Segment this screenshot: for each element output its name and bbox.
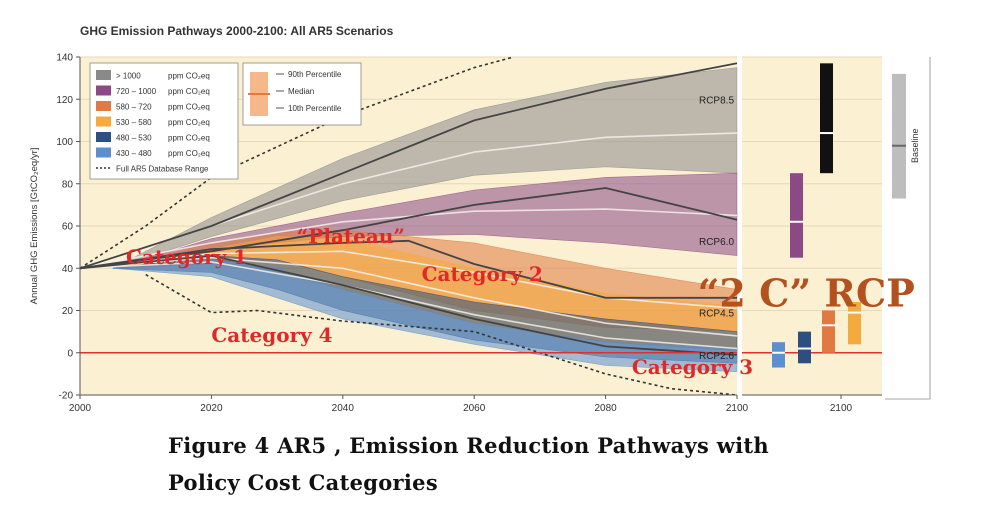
legend-range-4: 480 – 530 (116, 134, 152, 143)
rcp-line-2 (79, 239, 737, 299)
y-tick-label-5: 80 (62, 179, 74, 190)
category-annotations: Category 1 “Plateau” Category 2 “2 C” RCP Ca… (126, 224, 915, 379)
bar-panel-axes: 2100 (742, 394, 882, 414)
y-tick-label-2: 20 (62, 306, 74, 317)
bar-panel: 2100 (742, 56, 882, 414)
band-5 (112, 259, 738, 373)
median-lines (79, 132, 738, 350)
y-tick-label-4: 60 (62, 222, 74, 233)
legend-swatch-1 (96, 85, 111, 96)
rcp-label-0: RCP8.5 (699, 95, 734, 106)
database-range-0 (79, 56, 514, 269)
range-bar-4 (790, 173, 803, 258)
legend-swatch-2 (96, 101, 111, 111)
legend: > 1000 ppm CO₂eq 720 – 1000 ppm CO₂eq 580 – … (89, 62, 239, 180)
x-tick-label-1: 2020 (200, 403, 223, 414)
median-line-3 (79, 256, 738, 337)
range-bar-5 (820, 63, 833, 174)
figure-caption-line-1: Figure 4 AR5 , Emission Reduction Pathwa… (168, 433, 769, 458)
annotation-2: Category 2 (422, 262, 543, 286)
legend-swatch-0 (96, 70, 111, 80)
baseline-bar (892, 73, 906, 199)
chart-title: GHG Emission Pathways 2000-2100: All AR5… (80, 24, 394, 38)
figure-caption-line-2: Policy Cost Categories (168, 470, 438, 495)
x-tick-label-5: 2100 (726, 403, 749, 414)
percentile-label-1: Median (288, 87, 314, 96)
legend-range-0: > 1000 (116, 72, 141, 81)
legend-swatch-3 (96, 116, 111, 127)
database-range-1 (145, 273, 738, 396)
band-0 (112, 67, 738, 269)
y-tick-label-3: 40 (62, 264, 74, 275)
percentile-legend: 90th Percentile Median 10th Percentile (242, 62, 362, 126)
x-tick-label-0: 2000 (69, 403, 92, 414)
rcp-lines (79, 62, 738, 356)
annotation-1: “Plateau” (297, 224, 405, 248)
database-range-lines (79, 56, 738, 396)
rcp-label-2: RCP4.5 (699, 309, 734, 320)
x-tick-label-3: 2060 (463, 403, 486, 414)
baseline-panel: Baseline (885, 57, 931, 400)
y-tick-label-1: 0 (67, 348, 73, 359)
percentile-label-0: 90th Percentile (288, 70, 342, 79)
annotation-4: Category 4 (211, 323, 332, 347)
annotation-3: “2 C” RCP (698, 270, 915, 315)
median-line-1 (79, 208, 738, 270)
legend-unit-2: ppm CO₂eq (168, 103, 210, 112)
baseline-label: Baseline (910, 128, 920, 163)
rcp-label-1: RCP6.0 (699, 237, 734, 248)
y-axis-label: Annual GHG Emissions [GtCO₂eq/yr] (29, 148, 40, 305)
legend-range-2: 580 – 720 (116, 103, 152, 112)
legend-unit-0: ppm CO₂eq (168, 72, 210, 81)
legend-unit-3: ppm CO₂eq (168, 118, 210, 127)
y-tick-label-6: 100 (56, 137, 73, 148)
rcp-line-0 (79, 62, 738, 270)
range-bars (742, 63, 882, 368)
bar-x-tick-label: 2100 (830, 403, 853, 414)
legend-range-6: Full AR5 Database Range (116, 165, 209, 174)
rcp-line-3 (79, 254, 738, 356)
legend-unit-4: ppm CO₂eq (168, 134, 210, 143)
rcp-label-3: RCP2.6 (699, 351, 734, 362)
bar-panel-grid (742, 56, 882, 396)
percentile-label-2: 10th Percentile (288, 104, 342, 113)
y-tick-label-0: -20 (59, 391, 74, 402)
range-bar-2 (822, 310, 835, 353)
legend-unit-1: ppm CO₂eq (168, 87, 210, 96)
median-line-4 (79, 261, 738, 350)
legend-box (89, 62, 239, 180)
annotation-5: Category 3 (632, 355, 753, 379)
legend-range-3: 530 – 580 (116, 118, 152, 127)
annotation-0: Category 1 (126, 245, 247, 269)
rcp-line-1 (79, 187, 738, 270)
scenario-bands (112, 67, 738, 373)
x-tick-label-4: 2080 (594, 403, 617, 414)
x-tick-label-2: 2040 (332, 403, 355, 414)
legend-swatch-5 (96, 147, 111, 158)
range-bar-0 (772, 342, 785, 368)
median-line-2 (79, 250, 738, 310)
rcp-labels: RCP8.5 RCP6.0 RCP4.5 RCP2.6 (699, 95, 734, 362)
y-tick-label-8: 140 (56, 53, 73, 64)
range-bar-1 (798, 331, 811, 364)
legend-unit-5: ppm CO₂eq (168, 149, 210, 158)
legend-swatch-4 (96, 132, 111, 142)
y-tick-label-7: 120 (56, 95, 73, 106)
legend-range-1: 720 – 1000 (116, 87, 157, 96)
legend-range-5: 430 – 480 (116, 149, 152, 158)
